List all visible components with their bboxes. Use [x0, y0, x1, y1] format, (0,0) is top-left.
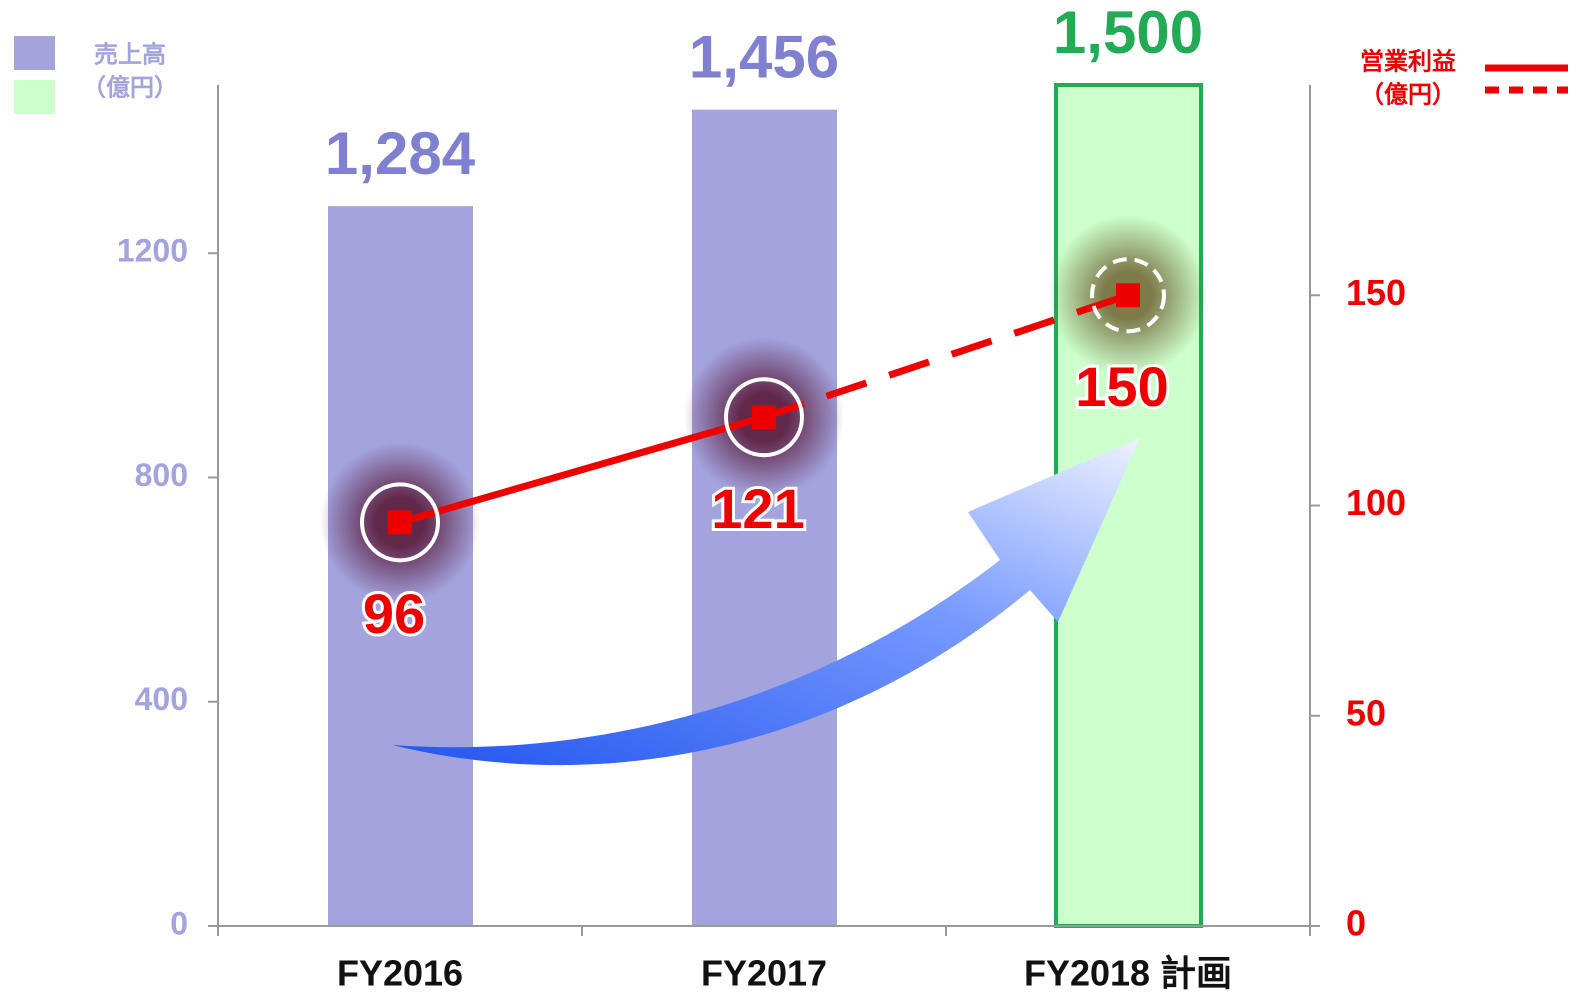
y2-tick-label: 0	[1346, 903, 1366, 944]
legend-unit: （億円）	[82, 73, 178, 101]
y2-tick-label: 150	[1346, 272, 1406, 313]
point-ring	[1090, 257, 1166, 334]
bar-value-label: 1,456	[689, 24, 839, 91]
line-marker	[752, 405, 776, 430]
growth-arrow	[392, 438, 1140, 766]
legend-label: 営業利益	[1360, 47, 1456, 75]
line-marker	[388, 510, 412, 535]
point-ring	[360, 482, 440, 563]
legend-label: 売上高	[94, 40, 166, 68]
point-ring	[724, 377, 804, 458]
y2-tick-label: 100	[1346, 482, 1406, 523]
y2-tick-label: 50	[1346, 692, 1386, 733]
line	[399, 413, 765, 526]
y-tick-label: 400	[135, 681, 188, 717]
line-value-label: 150	[1075, 355, 1168, 418]
bar	[692, 109, 837, 927]
y-tick-label: 1200	[117, 233, 188, 269]
line-marker	[1116, 283, 1140, 308]
line-value-label: 96	[363, 582, 425, 645]
y-tick-label: 0	[170, 905, 188, 941]
legend-swatch	[14, 36, 55, 70]
y-tick-label: 800	[135, 457, 188, 493]
line-value-label: 121	[711, 477, 804, 540]
legend-unit: （億円）	[1360, 80, 1456, 108]
x-tick-label: FY2018 計画	[1024, 953, 1232, 994]
legend-swatch	[14, 80, 55, 114]
x-tick-label: FY2016	[337, 953, 463, 994]
bar-value-label: 1,500	[1053, 0, 1203, 66]
bar-value-label: 1,284	[325, 120, 476, 187]
x-tick-label: FY2017	[701, 953, 827, 994]
